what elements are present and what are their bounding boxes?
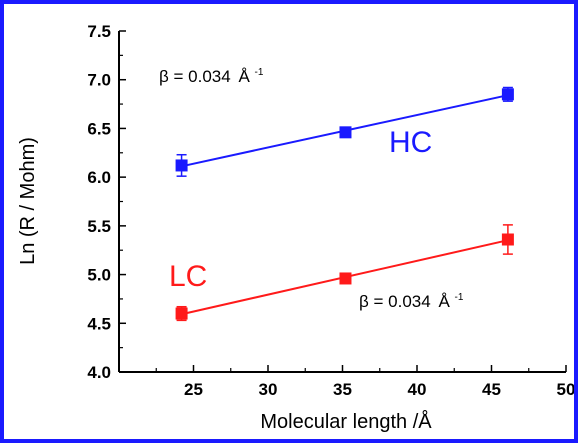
data-point-hc: [175, 159, 188, 172]
y-tick-label: 6.5: [87, 119, 111, 138]
x-tick-label: 50: [557, 380, 574, 399]
y-tick-label: 5.0: [87, 266, 111, 285]
series-layer: [175, 86, 514, 322]
y-tick-label: 4.0: [87, 363, 111, 382]
y-tick-label: 4.5: [87, 314, 111, 333]
x-tick-label: 25: [184, 380, 203, 399]
data-point-lc: [339, 272, 352, 285]
beta-annotation-hc-exponent: -1: [255, 67, 264, 78]
beta-annotation-lc-exponent: -1: [455, 292, 464, 303]
beta-annotation-lc-value: β = 0.034: [359, 292, 431, 311]
data-point-hc: [501, 88, 514, 101]
y-tick-label: 7.0: [87, 71, 111, 90]
axes: 4.0 4.5 5.0 5.5 6.0 6.5 7.0 7.5 25 30 35 40 45 50: [87, 22, 574, 399]
beta-annotation-hc: β = 0.034 Å -1: [159, 67, 264, 86]
x-tick-label: 45: [482, 380, 501, 399]
series-label-lc: LC: [169, 260, 207, 293]
chart-svg: 4.0 4.5 5.0 5.5 6.0 6.5 7.0 7.5 25 30 35 40 45 50 Ln …: [17, 22, 574, 433]
data-point-lc: [501, 233, 514, 246]
text-layer: Ln (R / Mohm) Molecular length /Å β = 0.…: [17, 67, 464, 433]
series-label-hc: HC: [389, 126, 432, 159]
x-tick-label: 40: [408, 380, 427, 399]
y-axis-label: Ln (R / Mohm): [17, 137, 39, 265]
data-point-hc: [339, 126, 352, 139]
x-tick-label: 30: [259, 380, 278, 399]
beta-annotation-lc-unit: Å: [438, 292, 450, 311]
data-point-lc: [175, 307, 188, 320]
beta-annotation-lc: β = 0.034 Å -1: [359, 292, 464, 311]
beta-annotation-hc-unit: Å: [238, 67, 250, 86]
y-tick-label: 7.5: [87, 22, 111, 41]
y-tick-label: 5.5: [87, 217, 111, 236]
y-tick-label: 6.0: [87, 168, 111, 187]
beta-annotation-hc-value: β = 0.034: [159, 67, 231, 86]
x-tick-label: 35: [333, 380, 352, 399]
x-axis-label: Molecular length /Å: [260, 410, 432, 433]
